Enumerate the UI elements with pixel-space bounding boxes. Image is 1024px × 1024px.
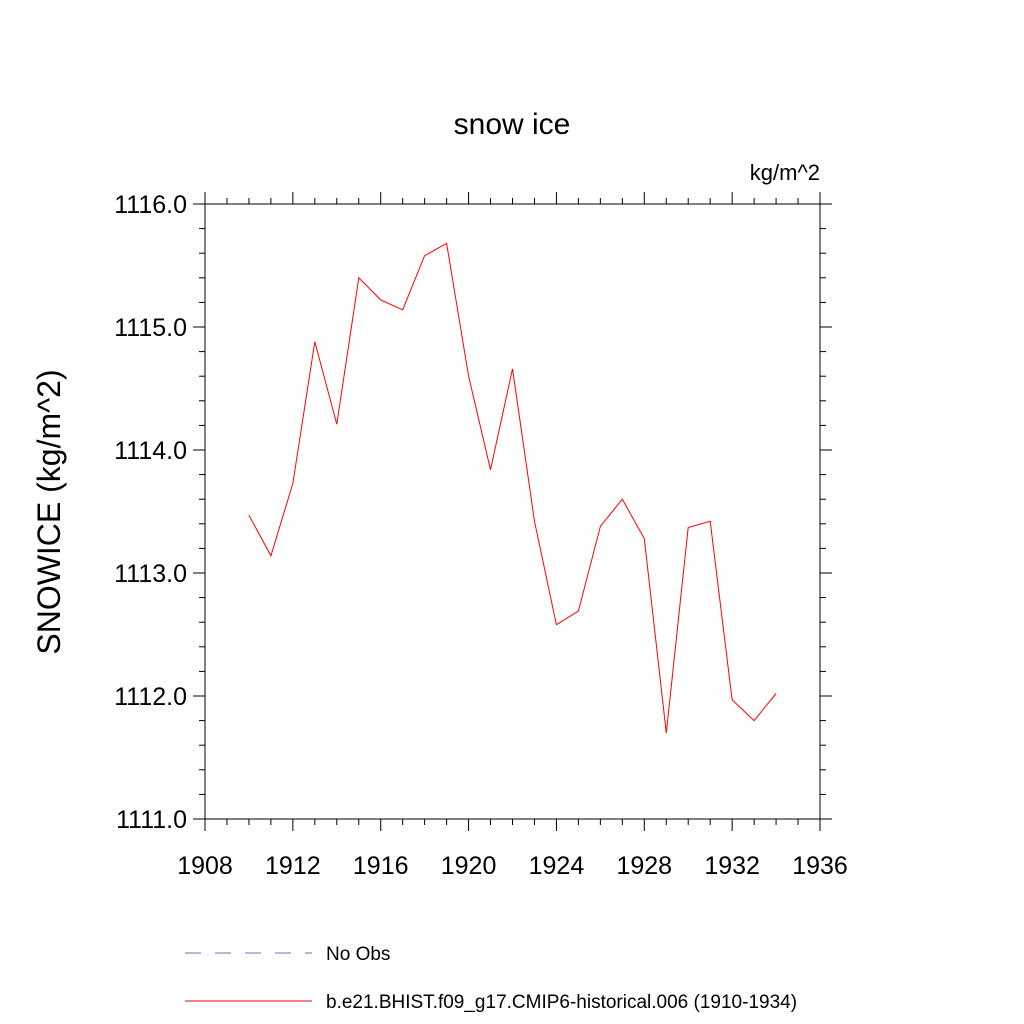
series-line	[248, 242, 777, 733]
axis-ticks	[193, 192, 832, 831]
x-tick-label: 1924	[529, 852, 585, 880]
y-tick-label: 1113.0	[114, 560, 187, 588]
legend-label: b.e21.BHIST.f09_g17.CMIP6-historical.006…	[326, 992, 797, 1013]
x-tick-label: 1916	[353, 852, 409, 880]
series-group	[248, 242, 777, 733]
y-tick-labels: 1111.0 1112.0 1113.0 1114.0 1115.0 1116.0	[114, 191, 187, 834]
x-tick-labels: 1908 1912 1916 1920 1924 1928 1932 1936	[177, 852, 848, 880]
x-tick-label: 1920	[441, 852, 497, 880]
y-axis-label: SNOWICE (kg/m^2)	[31, 369, 67, 654]
plot-frame	[204, 203, 821, 820]
legend: No Obs b.e21.BHIST.f09_g17.CMIP6-historic…	[185, 944, 797, 1013]
units-label: kg/m^2	[750, 160, 820, 185]
x-tick-label: 1928	[616, 852, 672, 880]
legend-label: No Obs	[326, 944, 390, 965]
y-tick-label: 1116.0	[114, 191, 187, 219]
y-tick-label: 1112.0	[114, 683, 187, 711]
y-tick-label: 1115.0	[114, 314, 187, 342]
x-tick-label: 1932	[704, 852, 760, 880]
chart-title: snow ice	[454, 108, 571, 141]
y-tick-label: 1111.0	[116, 806, 187, 834]
x-tick-label: 1912	[265, 852, 321, 880]
x-tick-label: 1936	[792, 852, 848, 880]
x-tick-label: 1908	[177, 852, 233, 880]
y-tick-label: 1114.0	[114, 437, 187, 465]
